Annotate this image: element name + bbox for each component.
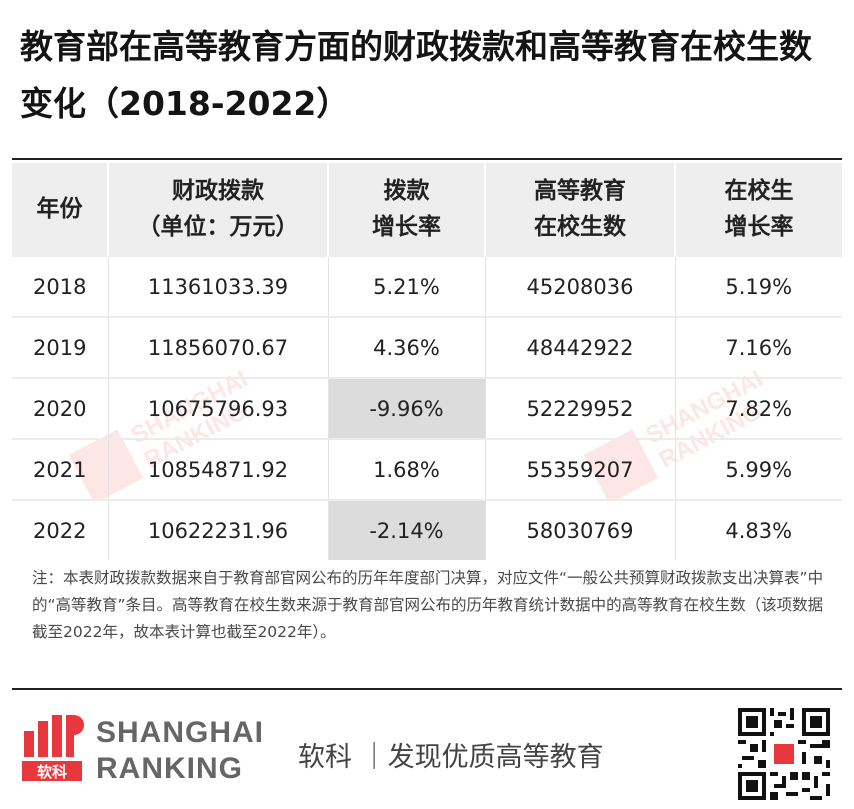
cell-student-growth: 5.99% — [674, 438, 842, 500]
cell-funding: 11856070.67 — [107, 316, 328, 378]
cell-funding: 10854871.92 — [107, 438, 328, 500]
cell-funding: 10675796.93 — [107, 377, 328, 439]
cell-funding-growth-negative: -9.96% — [327, 377, 485, 439]
header-student-growth: 在校生 增长率 — [674, 163, 842, 256]
cell-year: 2019 — [12, 316, 108, 378]
cell-funding-growth: 5.21% — [327, 255, 485, 317]
cell-year: 2020 — [12, 377, 108, 439]
table-row: 2019 11856070.67 4.36% 48442922 7.16% — [12, 316, 842, 378]
cell-student-growth: 5.19% — [674, 255, 842, 317]
cell-students: 58030769 — [484, 499, 675, 560]
header-year: 年份 — [12, 163, 108, 256]
bottom-divider — [12, 688, 842, 690]
cell-student-growth: 7.16% — [674, 316, 842, 378]
header-students: 高等教育 在校生数 — [484, 163, 675, 256]
table-row: 2018 11361033.39 5.21% 45208036 5.19% — [12, 255, 842, 317]
header-funding-growth: 拨款 增长率 — [327, 163, 485, 256]
cell-student-growth: 4.83% — [674, 499, 842, 560]
table-row: 2021 10854871.92 1.68% 55359207 5.99% — [12, 438, 842, 500]
cell-funding: 10622231.96 — [107, 499, 328, 560]
footnote: 注：本表财政拨款数据来自于教育部官网公布的历年年度部门决算，对应文件“一般公共预… — [32, 569, 824, 641]
data-table: 年份 财政拨款 （单位：万元） 拨款 增长率 高等教育 在校生数 在校生 增长率 201… — [12, 163, 842, 560]
brand-name-line2: RANKING — [96, 752, 243, 785]
table-header-row: 年份 财政拨款 （单位：万元） 拨款 增长率 高等教育 在校生数 在校生 增长率 — [12, 163, 842, 256]
table-row: 2022 10622231.96 -2.14% 58030769 4.83% — [12, 499, 842, 560]
cell-students: 55359207 — [484, 438, 675, 500]
cell-students: 45208036 — [484, 255, 675, 317]
header-funding: 财政拨款 （单位：万元） — [107, 163, 328, 256]
cell-year: 2018 — [12, 255, 108, 317]
cell-funding-growth: 4.36% — [327, 316, 485, 378]
cell-funding-growth-negative: -2.14% — [327, 499, 485, 560]
table-row: 2020 10675796.93 -9.96% 52229952 7.82% — [12, 377, 842, 439]
brand-slogan: 软科 ｜发现优质高等教育 — [298, 742, 604, 773]
page-title: 教育部在高等教育方面的财政拨款和高等教育在校生数变化（2018-2022） — [20, 27, 812, 123]
cell-student-growth: 7.82% — [674, 377, 842, 439]
cell-funding-growth: 1.68% — [327, 438, 485, 500]
cell-year: 2022 — [12, 499, 108, 560]
svg-text:软科: 软科 — [37, 763, 67, 781]
brand-name-line1: SHANGHAI — [96, 716, 265, 749]
qr-code-icon[interactable] — [738, 708, 830, 800]
shanghai-ranking-logo: 软科 — [22, 715, 84, 781]
cell-year: 2021 — [12, 438, 108, 500]
cell-funding: 11361033.39 — [107, 255, 328, 317]
cell-students: 48442922 — [484, 316, 675, 378]
top-divider — [12, 158, 842, 160]
cell-students: 52229952 — [484, 377, 675, 439]
